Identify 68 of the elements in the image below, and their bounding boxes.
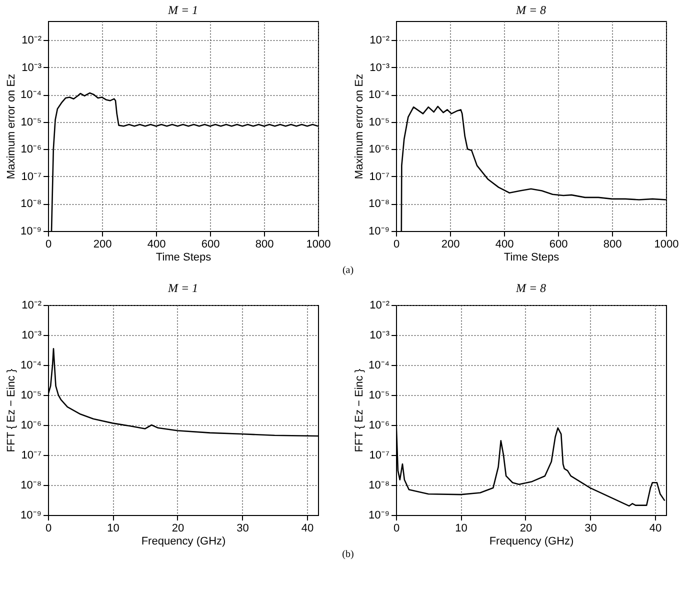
- y-tick-label: 10⁻⁶: [368, 420, 390, 432]
- y-tick-label: 10⁻²: [22, 34, 42, 47]
- y-tick-label: 10⁻⁴: [368, 89, 390, 102]
- y-tick-label: 10⁻⁴: [20, 360, 42, 372]
- y-tick-label: 10⁻⁹: [368, 510, 390, 522]
- y-tick-label: 10⁻⁹: [20, 226, 42, 238]
- y-tick-label: 10⁻⁸: [368, 198, 390, 210]
- x-tick-label: 30: [584, 522, 597, 534]
- x-tick-label: 400: [147, 238, 166, 250]
- y-tick-label: 10⁻³: [22, 62, 42, 74]
- y-tick-label: 10⁻³: [370, 62, 390, 74]
- y-tick-label: 10⁻⁵: [20, 390, 42, 402]
- y-tick-label: 10⁻³: [22, 330, 42, 342]
- x-tick-label: 1000: [654, 238, 679, 250]
- y-tick-label: 10⁻²: [370, 300, 390, 312]
- text: (a): [341, 264, 355, 278]
- chart-title: M = 8: [514, 281, 546, 295]
- y-tick-label: 10⁻³: [370, 330, 390, 342]
- x-tick-label: 0: [45, 522, 52, 534]
- x-tick-label: 600: [549, 238, 568, 250]
- y-tick-label: 10⁻⁶: [20, 144, 42, 156]
- y-tick-label: 10⁻⁷: [21, 170, 42, 183]
- x-tick-label: 20: [520, 522, 532, 534]
- y-tick-label: 10⁻⁵: [368, 390, 390, 402]
- y-tick-label: 10⁻⁶: [20, 420, 42, 432]
- y-tick-label: 10⁻⁸: [20, 480, 42, 492]
- y-tick-label: 10⁻⁸: [20, 198, 42, 210]
- y-tick-label: 10⁻⁶: [368, 144, 390, 156]
- y-tick-label: 10⁻⁷: [369, 170, 390, 183]
- chart-title: M = 1: [166, 3, 198, 17]
- y-axis-title: Maximum error on Ez: [6, 74, 18, 180]
- x-axis-title: Frequency (GHz): [489, 536, 574, 548]
- y-tick-label: 10⁻⁵: [368, 116, 390, 128]
- x-axis-title: Frequency (GHz): [141, 536, 226, 548]
- x-tick-label: 30: [236, 522, 249, 534]
- x-tick-label: 40: [649, 522, 662, 534]
- y-tick-label: 10⁻⁴: [368, 360, 390, 372]
- x-tick-label: 200: [441, 238, 460, 250]
- text: (b): [341, 548, 355, 562]
- x-tick-label: 20: [172, 522, 184, 534]
- x-axis-title: Time Steps: [504, 252, 560, 264]
- y-tick-label: 10⁻⁹: [368, 226, 390, 238]
- y-axis-title: FFT { Ez − Einc }: [6, 368, 18, 452]
- x-tick-label: 0: [45, 238, 52, 250]
- y-tick-label: 10⁻⁷: [21, 450, 42, 462]
- x-tick-label: 10: [107, 522, 120, 534]
- y-tick-label: 10⁻²: [370, 34, 390, 47]
- x-tick-label: 800: [255, 238, 274, 250]
- x-tick-label: 0: [393, 238, 400, 250]
- chart-title: M = 8: [514, 3, 546, 17]
- x-tick-label: 10: [455, 522, 468, 534]
- y-tick-label: 10⁻⁹: [20, 510, 42, 522]
- y-axis-title: FFT { Ez − Einc }: [354, 368, 366, 452]
- x-tick-label: 400: [495, 238, 514, 250]
- x-tick-label: 200: [93, 238, 112, 250]
- y-tick-label: 10⁻⁷: [369, 450, 390, 462]
- y-axis-title: Maximum error on Ez: [354, 74, 366, 180]
- x-axis-title: Time Steps: [156, 252, 212, 264]
- x-tick-label: 800: [603, 238, 622, 250]
- y-tick-label: 10⁻²: [22, 300, 42, 312]
- x-tick-label: 40: [301, 522, 314, 534]
- x-tick-label: 600: [201, 238, 220, 250]
- y-tick-label: 10⁻⁴: [20, 89, 42, 102]
- y-tick-label: 10⁻⁵: [20, 116, 42, 128]
- x-tick-label: 1000: [306, 238, 331, 250]
- y-tick-label: 10⁻⁸: [368, 480, 390, 492]
- x-tick-label: 0: [393, 522, 400, 534]
- chart-title: M = 1: [166, 281, 198, 295]
